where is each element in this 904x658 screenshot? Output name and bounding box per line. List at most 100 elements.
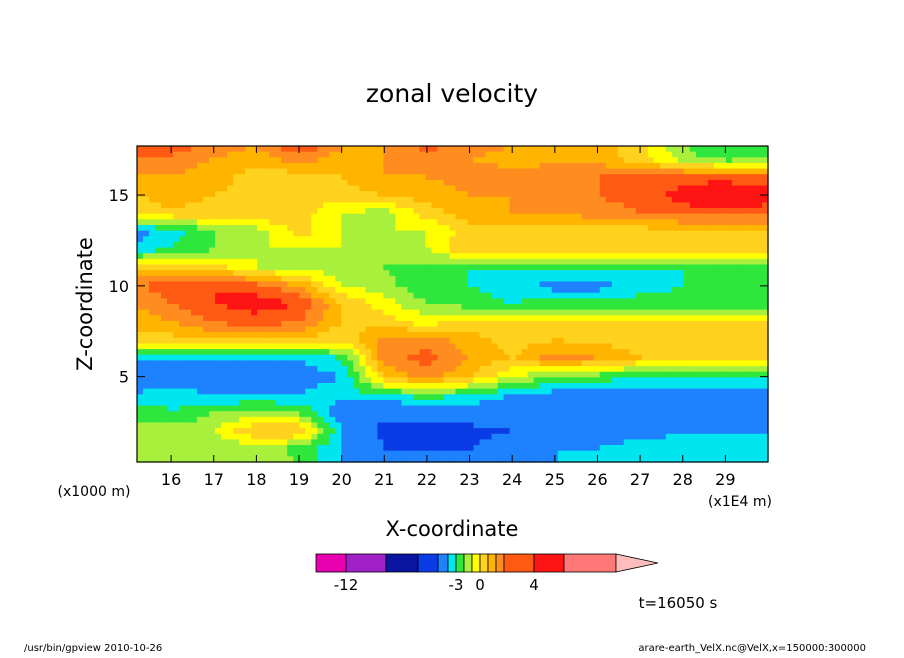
- field-cell: [503, 371, 511, 378]
- field-cell: [431, 337, 439, 345]
- field-cell: [197, 287, 204, 294]
- field-cell: [191, 230, 198, 237]
- field-cell: [353, 388, 360, 395]
- field-cell: [455, 349, 463, 356]
- field-cell: [677, 394, 685, 401]
- field-cell: [737, 174, 745, 181]
- field-cell: [617, 349, 625, 356]
- field-cell: [407, 219, 415, 226]
- field-cell: [701, 230, 709, 237]
- field-cell: [533, 349, 541, 356]
- field-cell: [467, 337, 475, 345]
- field-cell: [293, 383, 300, 390]
- field-cell: [317, 151, 324, 158]
- field-cell: [479, 208, 487, 215]
- field-cell: [461, 315, 469, 322]
- field-cell: [713, 315, 721, 322]
- field-cell: [611, 304, 619, 311]
- field-cell: [371, 185, 378, 192]
- field-cell: [713, 298, 721, 305]
- field-cell: [719, 315, 727, 322]
- field-cell: [635, 326, 643, 333]
- field-cell: [215, 298, 222, 305]
- field-cell: [695, 320, 703, 328]
- field-cell: [185, 208, 192, 215]
- field-cell: [203, 388, 210, 395]
- field-cell: [461, 394, 469, 401]
- field-cell: [581, 185, 589, 192]
- field-cell: [251, 213, 258, 220]
- field-cell: [239, 281, 246, 288]
- field-cell: [521, 377, 529, 384]
- field-cell: [485, 247, 493, 254]
- field-cell: [563, 337, 571, 345]
- field-cell: [359, 360, 366, 367]
- field-cell: [617, 309, 625, 316]
- field-cell: [455, 281, 463, 288]
- field-cell: [731, 315, 739, 322]
- field-cell: [527, 360, 535, 367]
- field-cell: [191, 185, 198, 192]
- field-cell: [347, 275, 354, 283]
- field-cell: [299, 315, 306, 322]
- field-cell: [551, 394, 559, 401]
- field-cell: [707, 326, 715, 333]
- field-cell: [137, 281, 144, 288]
- field-cell: [149, 349, 156, 356]
- field-cell: [521, 394, 529, 401]
- field-cell: [599, 179, 607, 187]
- field-cell: [323, 236, 330, 243]
- field-cell: [557, 230, 565, 237]
- field-cell: [275, 219, 282, 226]
- field-cell: [401, 146, 409, 153]
- field-cell: [479, 304, 487, 311]
- field-cell: [725, 332, 733, 339]
- field-cell: [755, 298, 763, 305]
- field-cell: [689, 151, 697, 158]
- field-cell: [593, 270, 601, 277]
- field-cell: [659, 168, 667, 175]
- field-cell: [443, 332, 451, 339]
- field-cell: [503, 337, 511, 345]
- field-cell: [671, 270, 679, 277]
- field-cell: [611, 202, 619, 209]
- field-cell: [497, 298, 505, 305]
- field-cell: [605, 225, 613, 232]
- field-cell: [359, 196, 366, 204]
- field-cell: [287, 264, 294, 271]
- field-cell: [737, 326, 745, 333]
- field-cell: [665, 247, 673, 254]
- field-cell: [425, 208, 433, 215]
- field-cell: [353, 275, 360, 283]
- field-cell: [245, 343, 252, 350]
- field-cell: [689, 258, 697, 266]
- field-cell: [611, 349, 619, 356]
- field-cell: [761, 304, 769, 311]
- field-cell: [641, 337, 649, 345]
- field-cell: [209, 230, 216, 237]
- field-cell: [389, 230, 397, 237]
- field-cell: [161, 236, 168, 243]
- field-cell: [719, 219, 727, 226]
- field-cell: [659, 258, 667, 266]
- field-cell: [263, 411, 270, 418]
- field-cell: [377, 174, 384, 181]
- field-cell: [707, 366, 715, 373]
- field-cell: [173, 343, 180, 350]
- field-cell: [551, 388, 559, 395]
- field-cell: [305, 411, 312, 418]
- field-cell: [479, 405, 487, 412]
- field-cell: [647, 270, 655, 277]
- field-cell: [185, 146, 192, 153]
- field-cell: [221, 405, 228, 412]
- field-cell: [503, 405, 511, 412]
- field-cell: [287, 360, 294, 367]
- field-cell: [605, 162, 613, 170]
- field-cell: [149, 168, 156, 175]
- field-cell: [497, 349, 505, 356]
- field-cell: [641, 208, 649, 215]
- field-cell: [725, 174, 733, 181]
- field-cell: [353, 366, 360, 373]
- field-cell: [293, 168, 300, 175]
- field-cell: [653, 196, 661, 204]
